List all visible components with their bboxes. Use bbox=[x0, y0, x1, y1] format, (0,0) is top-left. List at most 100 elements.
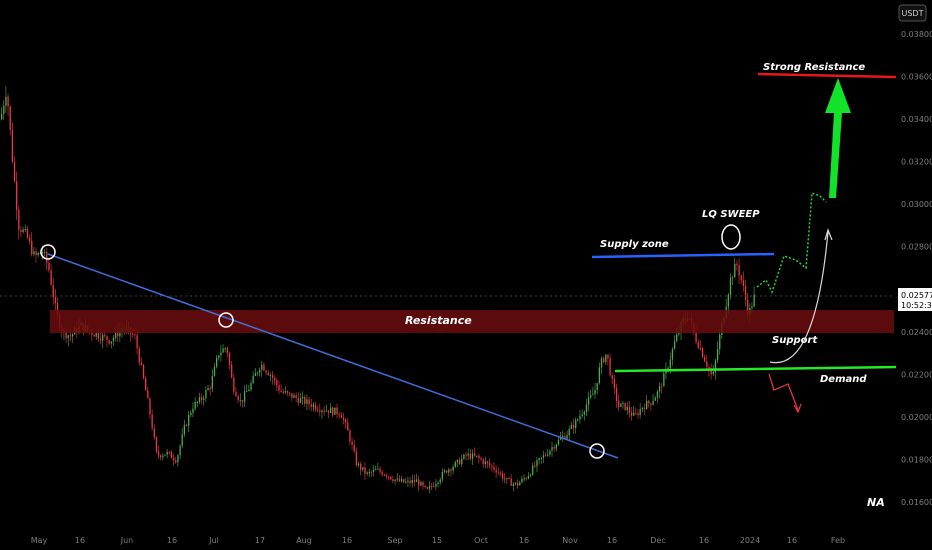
candle-body bbox=[375, 469, 377, 471]
candle-body bbox=[751, 306, 753, 309]
y-tick-label: 0.02400 bbox=[901, 328, 932, 337]
candle-body bbox=[388, 476, 390, 478]
x-tick-label: 16 bbox=[699, 536, 709, 545]
candle-body bbox=[224, 348, 226, 350]
candle-body bbox=[261, 364, 263, 370]
y-tick-label: 0.03600 bbox=[901, 73, 932, 82]
candle-body bbox=[641, 407, 643, 410]
candle-body bbox=[633, 412, 635, 416]
candle-body bbox=[712, 371, 714, 375]
time-axis[interactable]: May 16 Jun 16 Jul 17 Aug 16 Sep 15 Oct 16 Nov 16 Dec 16… bbox=[31, 536, 845, 545]
candle-body bbox=[426, 487, 428, 489]
candle-body bbox=[26, 228, 29, 238]
candle-body bbox=[495, 469, 497, 473]
candle-body bbox=[729, 277, 732, 295]
candle-body bbox=[308, 399, 310, 405]
candle-body bbox=[248, 389, 250, 392]
candle-body bbox=[65, 330, 67, 339]
candle-body bbox=[200, 397, 203, 400]
candle-body bbox=[368, 471, 370, 473]
candle-body bbox=[192, 408, 194, 413]
candle-body bbox=[213, 366, 216, 377]
candle-body bbox=[727, 294, 729, 307]
countdown-value: 10:52:34 bbox=[901, 301, 932, 310]
candle-body bbox=[523, 478, 525, 480]
candle-body bbox=[486, 461, 489, 463]
candle-body bbox=[489, 462, 491, 466]
candle-body bbox=[16, 181, 18, 210]
candle-body bbox=[250, 383, 252, 390]
candle-body bbox=[648, 400, 650, 404]
candle-body bbox=[622, 402, 624, 404]
x-tick-label: 15 bbox=[432, 536, 442, 545]
candle-body bbox=[194, 401, 196, 409]
curved-projection-arrow bbox=[769, 231, 829, 364]
candle-body bbox=[542, 455, 545, 458]
candle-body bbox=[157, 451, 160, 456]
candle-body bbox=[46, 251, 48, 263]
candle-body bbox=[145, 378, 147, 391]
candle-body bbox=[104, 334, 106, 336]
lq-sweep-circle bbox=[721, 224, 741, 250]
big-up-arrow bbox=[825, 78, 851, 198]
candle-body bbox=[293, 395, 295, 398]
candle-body bbox=[366, 472, 368, 474]
candle-body bbox=[54, 297, 57, 303]
candle-body bbox=[370, 471, 373, 473]
candle-body bbox=[652, 400, 654, 405]
candle-body bbox=[452, 466, 454, 471]
candle-body bbox=[650, 403, 652, 405]
candle-body bbox=[446, 470, 448, 473]
candle-body bbox=[734, 263, 736, 278]
candle-body bbox=[744, 286, 747, 300]
y-tick-label: 0.03800 bbox=[901, 30, 932, 39]
candle-body bbox=[235, 391, 237, 397]
candle-body bbox=[506, 478, 508, 480]
candle-body bbox=[222, 348, 224, 353]
candle-body bbox=[138, 348, 140, 363]
touch-circle-1 bbox=[40, 244, 56, 260]
candle-body bbox=[280, 390, 282, 392]
candle-body bbox=[714, 360, 717, 372]
candle-body bbox=[334, 407, 336, 415]
candle-body bbox=[596, 383, 598, 390]
x-tick-label: 17 bbox=[255, 536, 265, 545]
candle-body bbox=[560, 437, 562, 440]
x-tick-label: 16 bbox=[75, 536, 85, 545]
candle-body bbox=[278, 385, 280, 391]
candle-body bbox=[403, 479, 405, 483]
candle-body bbox=[196, 401, 198, 403]
candle-body bbox=[448, 469, 450, 473]
candle-body bbox=[355, 451, 358, 465]
candle-body bbox=[383, 474, 385, 476]
candle-body bbox=[218, 355, 220, 358]
candle-body bbox=[585, 404, 588, 412]
candle-body bbox=[67, 335, 69, 339]
current-price-value: 0.02577 bbox=[901, 291, 932, 300]
candle-body bbox=[575, 419, 577, 429]
candle-body bbox=[314, 404, 317, 410]
candle-body bbox=[613, 378, 616, 388]
candle-body bbox=[50, 270, 52, 285]
currency-badge[interactable] bbox=[898, 4, 927, 22]
candle-body bbox=[108, 340, 110, 344]
candle-body bbox=[669, 359, 671, 368]
candle-body bbox=[114, 331, 117, 338]
candle-body bbox=[463, 454, 465, 459]
price-axis[interactable]: 0.03800 0.03600 0.03400 0.03200 0.03000 0.028… bbox=[901, 30, 932, 507]
candle-body bbox=[39, 252, 41, 254]
candle-body bbox=[269, 374, 272, 376]
candle-body bbox=[338, 414, 340, 416]
candle-body bbox=[517, 482, 519, 486]
candle-body bbox=[37, 252, 39, 256]
candle-body bbox=[476, 455, 478, 457]
candle-body bbox=[340, 415, 342, 418]
touch-circle-3 bbox=[589, 443, 605, 459]
candle-body bbox=[99, 338, 102, 341]
candle-body bbox=[106, 335, 108, 341]
candle-body bbox=[302, 397, 304, 399]
candle-body bbox=[31, 240, 33, 255]
candle-body bbox=[7, 96, 9, 107]
candle-body bbox=[594, 389, 596, 395]
